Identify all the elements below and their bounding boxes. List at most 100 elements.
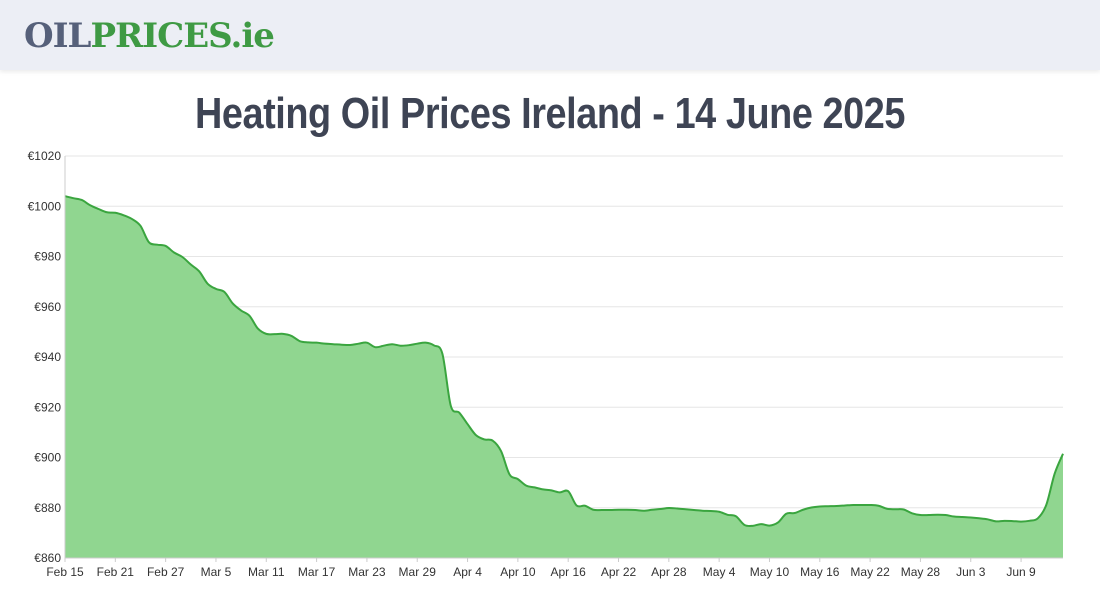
data-point[interactable] — [599, 507, 605, 513]
data-point[interactable] — [792, 510, 798, 516]
data-point[interactable] — [255, 326, 261, 332]
data-point[interactable] — [121, 212, 127, 218]
data-point[interactable] — [163, 243, 169, 249]
data-point[interactable] — [1018, 519, 1024, 525]
data-point[interactable] — [976, 515, 982, 521]
data-point[interactable] — [456, 410, 462, 416]
data-point[interactable] — [565, 488, 571, 494]
data-point[interactable] — [322, 341, 328, 347]
data-point[interactable] — [582, 503, 588, 509]
data-point[interactable] — [196, 268, 202, 274]
data-point[interactable] — [288, 333, 294, 339]
data-point[interactable] — [506, 471, 512, 477]
data-point[interactable] — [372, 344, 378, 350]
data-point[interactable] — [104, 209, 110, 215]
data-point[interactable] — [238, 308, 244, 314]
data-point[interactable] — [79, 197, 85, 203]
data-point[interactable] — [817, 503, 823, 509]
data-point[interactable] — [708, 508, 714, 514]
data-point[interactable] — [448, 403, 454, 409]
data-point[interactable] — [414, 341, 420, 347]
data-point[interactable] — [532, 484, 538, 490]
data-point[interactable] — [859, 502, 865, 508]
data-point[interactable] — [297, 338, 303, 344]
data-point[interactable] — [213, 286, 219, 292]
data-point[interactable] — [272, 331, 278, 337]
data-point[interactable] — [280, 331, 286, 337]
data-point[interactable] — [842, 502, 848, 508]
data-point[interactable] — [498, 448, 504, 454]
data-point[interactable] — [137, 223, 143, 229]
data-point[interactable] — [523, 483, 529, 489]
data-point[interactable] — [188, 262, 194, 268]
data-point[interactable] — [1001, 518, 1007, 524]
data-point[interactable] — [834, 503, 840, 509]
data-point[interactable] — [205, 281, 211, 287]
data-point[interactable] — [1035, 515, 1041, 521]
data-point[interactable] — [154, 242, 160, 248]
data-point[interactable] — [423, 340, 429, 346]
data-point[interactable] — [548, 487, 554, 493]
data-point[interactable] — [397, 343, 403, 349]
data-point[interactable] — [775, 520, 781, 526]
data-point[interactable] — [574, 502, 580, 508]
data-point[interactable] — [733, 513, 739, 519]
data-point[interactable] — [993, 518, 999, 524]
data-point[interactable] — [741, 522, 747, 528]
data-point[interactable] — [129, 216, 135, 222]
data-point[interactable] — [909, 510, 915, 516]
data-point[interactable] — [901, 507, 907, 513]
data-point[interactable] — [364, 340, 370, 346]
data-point[interactable] — [481, 436, 487, 442]
data-point[interactable] — [330, 341, 336, 347]
data-point[interactable] — [641, 508, 647, 514]
data-point[interactable] — [247, 313, 253, 319]
data-point[interactable] — [356, 341, 362, 347]
data-point[interactable] — [540, 486, 546, 492]
data-point[interactable] — [725, 512, 731, 518]
site-logo[interactable]: OILPRICES.ie — [24, 14, 275, 58]
data-point[interactable] — [632, 507, 638, 513]
data-point[interactable] — [305, 339, 311, 345]
data-point[interactable] — [1060, 451, 1066, 457]
data-point[interactable] — [1026, 518, 1032, 524]
data-point[interactable] — [917, 512, 923, 518]
data-point[interactable] — [1010, 518, 1016, 524]
data-point[interactable] — [657, 506, 663, 512]
data-point[interactable] — [1052, 471, 1058, 477]
data-point[interactable] — [691, 507, 697, 513]
data-point[interactable] — [926, 512, 932, 518]
data-point[interactable] — [1043, 502, 1049, 508]
data-point[interactable] — [465, 421, 471, 427]
data-point[interactable] — [490, 438, 496, 444]
data-point[interactable] — [515, 476, 521, 482]
data-point[interactable] — [825, 503, 831, 509]
data-point[interactable] — [783, 511, 789, 517]
data-point[interactable] — [179, 254, 185, 260]
data-point[interactable] — [624, 507, 630, 513]
data-point[interactable] — [381, 343, 387, 349]
data-point[interactable] — [951, 514, 957, 520]
data-point[interactable] — [800, 507, 806, 513]
data-point[interactable] — [406, 342, 412, 348]
data-point[interactable] — [96, 206, 102, 212]
data-point[interactable] — [389, 341, 395, 347]
data-point[interactable] — [808, 505, 814, 511]
data-point[interactable] — [934, 512, 940, 518]
data-point[interactable] — [263, 331, 269, 337]
data-point[interactable] — [473, 432, 479, 438]
data-point[interactable] — [607, 507, 613, 513]
data-point[interactable] — [590, 507, 596, 513]
data-point[interactable] — [985, 516, 991, 522]
data-point[interactable] — [867, 502, 873, 508]
data-point[interactable] — [616, 507, 622, 513]
data-point[interactable] — [750, 523, 756, 529]
data-point[interactable] — [171, 249, 177, 255]
data-point[interactable] — [649, 507, 655, 513]
data-point[interactable] — [557, 489, 563, 495]
data-point[interactable] — [439, 351, 445, 357]
data-point[interactable] — [221, 289, 227, 295]
data-point[interactable] — [431, 342, 437, 348]
data-point[interactable] — [699, 508, 705, 514]
data-point[interactable] — [314, 340, 320, 346]
